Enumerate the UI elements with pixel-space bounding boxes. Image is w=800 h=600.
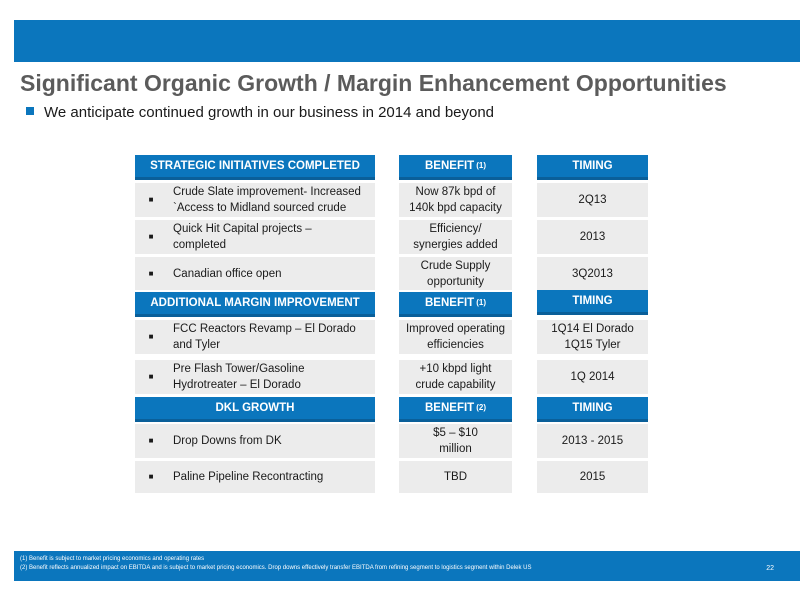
- timing-cell: 2Q13: [537, 183, 648, 218]
- timing-text: 2Q13: [578, 194, 607, 206]
- benefit-cell: Crude Supply opportunity: [399, 257, 512, 291]
- bullet-icon: ■: [148, 472, 154, 481]
- initiative-cell: ■ FCC Reactors Revamp – El Dorado and Tyl…: [135, 320, 375, 355]
- timing-cell: 1Q 2014: [537, 360, 648, 395]
- initiative-text: Canadian office open: [173, 267, 282, 280]
- benefit-text: Efficiency/ synergies added: [413, 223, 498, 251]
- benefit-cell: +10 kbpd light crude capability: [399, 360, 512, 395]
- section-header-label: ADDITIONAL MARGIN IMPROVEMENT: [150, 297, 360, 309]
- benefit-header: BENEFIT (1): [399, 292, 512, 314]
- benefit-text: Improved operating efficiencies: [405, 323, 506, 351]
- timing-header-label: TIMING: [572, 295, 613, 307]
- benefit-text: Now 87k bpd of 140k bpd capacity: [409, 186, 502, 214]
- section-header-margin: ADDITIONAL MARGIN IMPROVEMENT: [135, 292, 375, 314]
- initiative-cell: ■ Drop Downs from DK: [135, 424, 375, 459]
- timing-header-label: TIMING: [572, 160, 613, 172]
- benefit-cell: Efficiency/ synergies added: [399, 220, 512, 255]
- benefit-cell: Now 87k bpd of 140k bpd capacity: [399, 183, 512, 218]
- timing-cell: 2013 - 2015: [537, 424, 648, 459]
- timing-header: TIMING: [537, 397, 648, 419]
- bullet-icon: ■: [148, 195, 154, 204]
- initiative-text: Drop Downs from DK: [173, 435, 282, 447]
- benefit-cell: Improved operating efficiencies: [399, 320, 512, 355]
- initiative-text: Paline Pipeline Recontracting: [173, 471, 324, 483]
- benefit-text: Crude Supply opportunity: [420, 259, 491, 288]
- benefit-text: $5 – $10 million: [433, 427, 478, 455]
- timing-header: TIMING: [537, 155, 648, 177]
- bullet-icon: ■: [148, 232, 154, 241]
- timing-header-label: TIMING: [572, 402, 613, 414]
- timing-cell: 2013: [537, 220, 648, 255]
- footnote-ref: (1): [476, 160, 486, 170]
- initiative-cell: ■ Pre Flash Tower/Gasoline Hydrotreater –…: [135, 360, 375, 395]
- initiative-text: FCC Reactors Revamp – El Dorado and Tyle…: [173, 323, 356, 351]
- bullet-icon: ■: [148, 332, 154, 341]
- subtitle-text: We anticipate continued growth in our bu…: [44, 104, 495, 121]
- timing-cell: 1Q14 El Dorado 1Q15 Tyler: [537, 320, 648, 355]
- section-header-dkl: DKL GROWTH: [135, 397, 375, 419]
- footnote-ref: (2): [476, 402, 486, 412]
- top-banner: [14, 20, 800, 62]
- section-header-label: DKL GROWTH: [215, 402, 295, 414]
- benefit-text: TBD: [444, 471, 467, 483]
- bullet-icon: ■: [148, 436, 154, 445]
- initiative-cell: ■ Quick Hit Capital projects – completed: [135, 220, 375, 255]
- initiative-cell: ■ Paline Pipeline Recontracting: [135, 461, 375, 494]
- benefit-cell: $5 – $10 million: [399, 424, 512, 459]
- benefit-header-label: BENEFIT: [425, 160, 475, 172]
- bullet-icon: ■: [148, 372, 154, 381]
- initiative-cell: ■ Crude Slate improvement- Increased `Acc…: [135, 183, 375, 218]
- section-header-strategic: STRATEGIC INITIATIVES COMPLETED: [135, 155, 375, 177]
- initiative-text: Pre Flash Tower/Gasoline Hydrotreater – …: [173, 363, 305, 391]
- subtitle: We anticipate continued growth in our bu…: [26, 104, 494, 121]
- timing-cell: 2015: [537, 461, 648, 494]
- footer-bar: (1) Benefit is subject to market pricing…: [14, 551, 800, 581]
- timing-cell: 3Q2013: [537, 257, 648, 291]
- initiative-cell: ■ Canadian office open: [135, 257, 375, 291]
- timing-text: 1Q14 El Dorado 1Q15 Tyler: [551, 323, 634, 351]
- page-title: Significant Organic Growth / Margin Enha…: [20, 70, 727, 96]
- timing-text: 2015: [579, 471, 606, 483]
- benefit-header: BENEFIT (1): [399, 155, 512, 177]
- benefit-header-label: BENEFIT: [425, 402, 475, 414]
- timing-text: 1Q 2014: [570, 371, 615, 383]
- timing-text: 3Q2013: [572, 267, 613, 280]
- benefit-header-label: BENEFIT: [425, 297, 475, 309]
- footnote-ref: (1): [476, 297, 486, 307]
- page-number: 22: [766, 565, 774, 572]
- benefit-cell: TBD: [399, 461, 512, 494]
- timing-text: 2013: [579, 231, 606, 243]
- benefit-header: BENEFIT (2): [399, 397, 512, 419]
- timing-text: 2013 - 2015: [561, 435, 624, 447]
- footnote-2: (2) Benefit reflects annualized impact o…: [20, 565, 532, 571]
- benefit-text: +10 kbpd light crude capability: [415, 363, 496, 391]
- square-bullet-icon: [26, 107, 34, 116]
- bullet-icon: ■: [148, 268, 154, 278]
- initiative-text: Quick Hit Capital projects – completed: [173, 223, 312, 251]
- footnote-1: (1) Benefit is subject to market pricing…: [20, 556, 205, 562]
- initiative-text: Crude Slate improvement- Increased `Acce…: [173, 186, 361, 214]
- section-header-label: STRATEGIC INITIATIVES COMPLETED: [150, 160, 360, 172]
- timing-header: TIMING: [537, 290, 648, 312]
